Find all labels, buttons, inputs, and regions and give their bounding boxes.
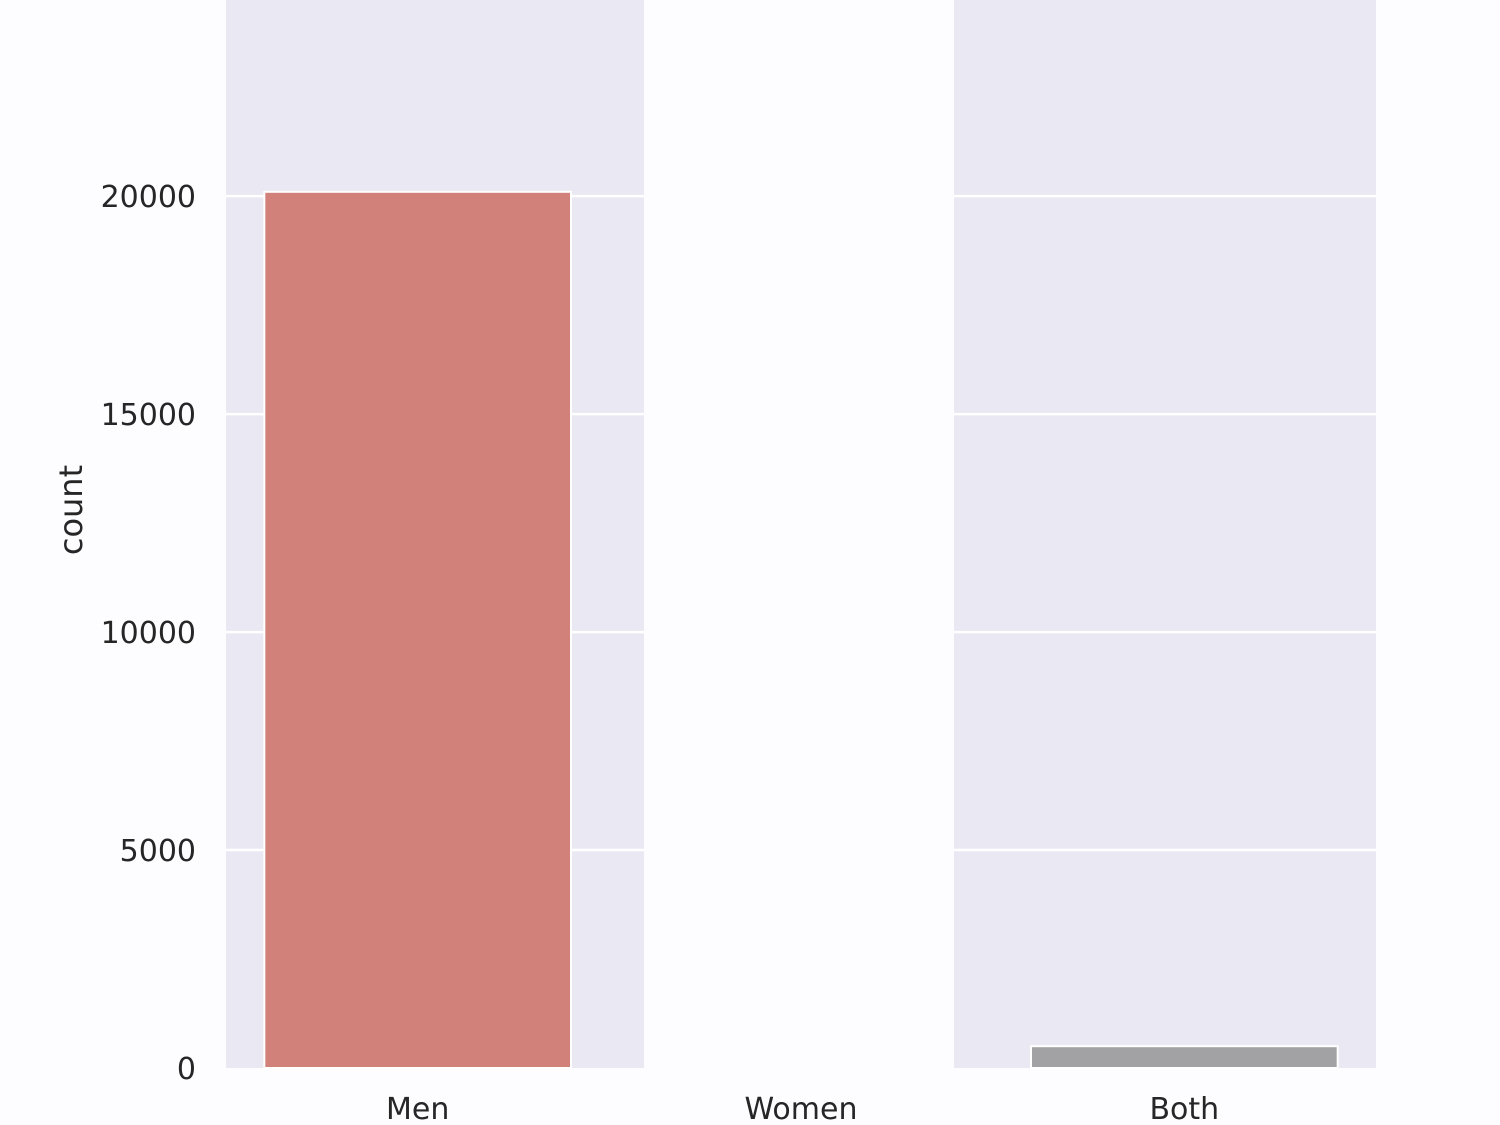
- y-tick-label: 10000: [101, 616, 196, 651]
- x-ticks: Men Women Both: [386, 1092, 1219, 1125]
- bar-both: [1030, 1045, 1339, 1070]
- y-tick-label: 15000: [101, 398, 196, 433]
- x-tick-label-men: Men: [386, 1092, 449, 1125]
- y-axis-label: count: [52, 465, 90, 555]
- bars: [263, 190, 1339, 1070]
- y-tick-label: 5000: [120, 834, 196, 869]
- y-tick-label: 0: [177, 1052, 196, 1087]
- occluded-band: [644, 0, 954, 1068]
- bar-men: [263, 190, 572, 1069]
- y-tick-label: 20000: [101, 180, 196, 215]
- x-tick-label-both: Both: [1149, 1092, 1219, 1125]
- x-tick-label-women: Women: [745, 1092, 858, 1125]
- y-ticks: 0 5000 10000 15000 20000: [101, 180, 196, 1087]
